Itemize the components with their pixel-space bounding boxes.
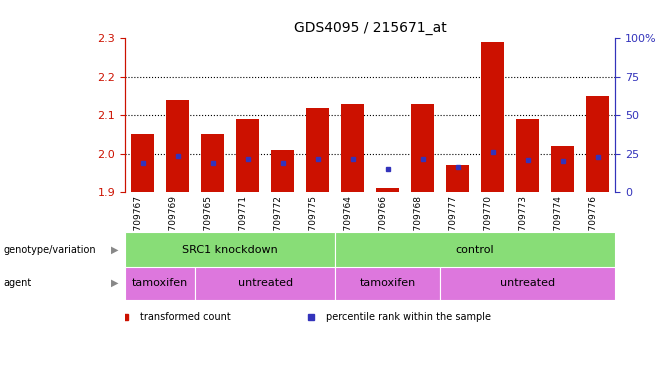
Bar	[376, 188, 399, 192]
Text: GSM709769: GSM709769	[168, 195, 178, 250]
Title: GDS4095 / 215671_at: GDS4095 / 215671_at	[293, 21, 447, 35]
Bar	[131, 134, 154, 192]
Text: GSM709772: GSM709772	[274, 195, 282, 250]
Text: transformed count: transformed count	[139, 312, 230, 322]
Bar	[306, 108, 329, 192]
Bar	[440, 267, 615, 300]
Bar	[125, 232, 335, 267]
Bar	[446, 165, 469, 192]
Text: GSM709771: GSM709771	[239, 195, 247, 250]
Text: untreated: untreated	[238, 278, 293, 288]
Text: agent: agent	[3, 278, 32, 288]
Text: GSM709765: GSM709765	[203, 195, 213, 250]
Text: ▶: ▶	[111, 278, 119, 288]
Bar	[166, 100, 189, 192]
Bar	[271, 150, 294, 192]
Text: tamoxifen: tamoxifen	[359, 278, 416, 288]
Text: untreated: untreated	[500, 278, 555, 288]
Text: genotype/variation: genotype/variation	[3, 245, 96, 255]
Bar	[411, 104, 434, 192]
Text: control: control	[456, 245, 494, 255]
Bar	[551, 146, 574, 192]
Bar	[201, 134, 224, 192]
Text: ▶: ▶	[111, 245, 119, 255]
Bar	[517, 119, 539, 192]
Text: GSM709767: GSM709767	[134, 195, 143, 250]
Text: GSM709777: GSM709777	[449, 195, 458, 250]
Bar	[342, 104, 364, 192]
Bar	[236, 119, 259, 192]
Text: GSM709770: GSM709770	[484, 195, 493, 250]
Bar	[335, 267, 440, 300]
Text: GSM709776: GSM709776	[589, 195, 597, 250]
Bar	[335, 232, 615, 267]
Text: SRC1 knockdown: SRC1 knockdown	[182, 245, 278, 255]
Bar	[125, 267, 195, 300]
Text: percentile rank within the sample: percentile rank within the sample	[326, 312, 491, 322]
Bar	[195, 267, 335, 300]
Text: GSM709775: GSM709775	[309, 195, 318, 250]
Text: GSM709774: GSM709774	[554, 195, 563, 250]
Bar	[586, 96, 609, 192]
Text: GSM709773: GSM709773	[519, 195, 528, 250]
Text: GSM709764: GSM709764	[343, 195, 353, 250]
Bar	[481, 42, 504, 192]
Text: GSM709768: GSM709768	[414, 195, 422, 250]
Text: tamoxifen: tamoxifen	[132, 278, 188, 288]
Text: GSM709766: GSM709766	[378, 195, 388, 250]
